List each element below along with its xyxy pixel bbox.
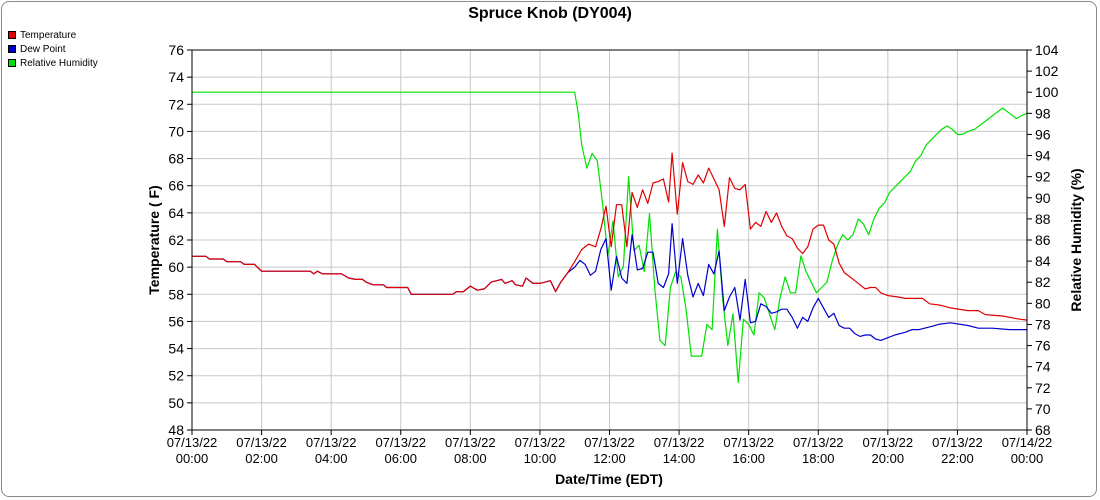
y2-tick-label: 100 — [1035, 84, 1059, 100]
y2-tick-label: 68 — [1035, 422, 1051, 438]
x-axis-ticks: 07/13/2200:0007/13/2202:0007/13/2204:000… — [167, 430, 1053, 466]
x-tick-time-label: 06:00 — [384, 451, 417, 466]
y2-axis-ticks: 68 70 72 74 76 78 80 82 84 86 88 90 92 94 96 98 100 102 10… — [1027, 42, 1059, 438]
x-tick-date-label: 07/13/22 — [723, 435, 774, 450]
x-tick-time-label: 10:00 — [524, 451, 557, 466]
y-tick-label: 60 — [168, 259, 184, 275]
y-tick-label: 58 — [168, 286, 184, 302]
x-tick-date-label: 07/13/22 — [932, 435, 983, 450]
y-tick-label: 74 — [168, 69, 184, 85]
y2-axis-label: Relative Humidity (%) — [1068, 168, 1084, 311]
y-tick-label: 72 — [168, 96, 184, 112]
y2-tick-label: 76 — [1035, 338, 1051, 354]
x-tick-date-label: 07/13/22 — [515, 435, 566, 450]
y2-tick-label: 96 — [1035, 126, 1051, 142]
y-tick-label: 76 — [168, 42, 184, 58]
y2-tick-label: 104 — [1035, 42, 1059, 58]
y-tick-label: 66 — [168, 178, 184, 194]
legend-item-dew-point: Dew Point — [8, 42, 98, 56]
x-tick-date-label: 07/13/22 — [654, 435, 705, 450]
y2-tick-label: 88 — [1035, 211, 1051, 227]
y-tick-label: 62 — [168, 232, 184, 248]
x-tick-time-label: 00:00 — [1011, 451, 1044, 466]
y2-tick-label: 84 — [1035, 253, 1051, 269]
y-tick-label: 48 — [168, 422, 184, 438]
chart-title: Spruce Knob (DY004) — [468, 5, 632, 22]
x-tick-time-label: 20:00 — [872, 451, 905, 466]
y-tick-label: 68 — [168, 151, 184, 167]
x-tick-date-label: 07/13/22 — [445, 435, 496, 450]
x-tick-date-label: 07/14/22 — [1002, 435, 1053, 450]
x-tick-time-label: 08:00 — [454, 451, 487, 466]
x-tick-date-label: 07/13/22 — [863, 435, 914, 450]
y-tick-label: 50 — [168, 395, 184, 411]
series-line-temperature — [192, 152, 1028, 321]
series-lines — [192, 91, 1028, 384]
grid — [191, 49, 1028, 431]
x-tick-date-label: 07/13/22 — [584, 435, 635, 450]
y-axis-label: Temperature ( F) — [146, 185, 162, 294]
y2-tick-label: 86 — [1035, 232, 1051, 248]
x-tick-date-label: 07/13/22 — [167, 435, 218, 450]
x-tick-date-label: 07/13/22 — [375, 435, 426, 450]
x-tick-time-label: 14:00 — [663, 451, 696, 466]
y2-tick-label: 74 — [1035, 359, 1051, 375]
y2-tick-label: 98 — [1035, 105, 1051, 121]
legend-swatch-temperature — [8, 31, 16, 39]
legend-label-temperature: Temperature — [20, 29, 77, 41]
x-tick-time-label: 00:00 — [176, 451, 209, 466]
legend-label-dew-point: Dew Point — [20, 43, 66, 55]
legend-swatch-dew-point — [8, 45, 16, 53]
y-tick-label: 54 — [168, 341, 184, 357]
legend-label-relative-humidity: Relative Humidity — [20, 57, 98, 69]
y-tick-label: 52 — [168, 368, 184, 384]
legend-swatch-relative-humidity — [8, 59, 16, 67]
legend-item-relative-humidity: Relative Humidity — [8, 56, 98, 70]
y2-tick-label: 94 — [1035, 148, 1051, 164]
series-line-relative-humidity — [192, 91, 1028, 384]
legend: Temperature Dew Point Relative Humidity — [8, 28, 98, 70]
x-tick-date-label: 07/13/22 — [306, 435, 357, 450]
x-tick-time-label: 04:00 — [315, 451, 348, 466]
y2-tick-label: 80 — [1035, 295, 1051, 311]
y-tick-label: 70 — [168, 123, 184, 139]
x-tick-date-label: 07/13/22 — [793, 435, 844, 450]
y-axis-ticks: 48 50 52 54 56 58 60 62 64 66 68 70 72 74 76 — [168, 42, 192, 438]
x-tick-time-label: 16:00 — [732, 451, 765, 466]
y2-tick-label: 72 — [1035, 380, 1051, 396]
y2-tick-label: 92 — [1035, 169, 1051, 185]
x-tick-time-label: 02:00 — [245, 451, 278, 466]
y2-tick-label: 102 — [1035, 63, 1059, 79]
x-tick-time-label: 12:00 — [593, 451, 626, 466]
x-axis-label: Date/Time (EDT) — [555, 471, 663, 487]
y2-tick-label: 78 — [1035, 316, 1051, 332]
y-tick-label: 56 — [168, 313, 184, 329]
x-tick-date-label: 07/13/22 — [236, 435, 287, 450]
y-tick-label: 64 — [168, 205, 184, 221]
x-tick-time-label: 22:00 — [941, 451, 974, 466]
y2-tick-label: 70 — [1035, 401, 1051, 417]
y2-tick-label: 82 — [1035, 274, 1051, 290]
y2-tick-label: 90 — [1035, 190, 1051, 206]
legend-item-temperature: Temperature — [8, 28, 98, 42]
x-tick-time-label: 18:00 — [802, 451, 835, 466]
